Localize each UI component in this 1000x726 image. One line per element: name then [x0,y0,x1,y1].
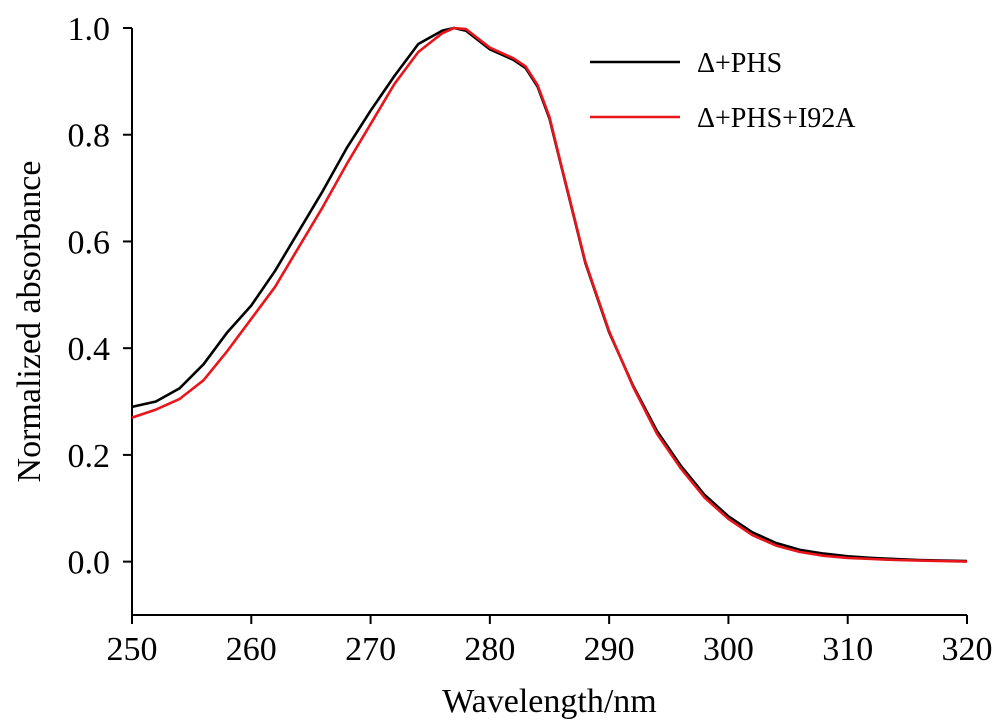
y-tick-label: 0.2 [68,438,111,475]
x-tick-label: 290 [584,631,635,668]
x-tick-label: 260 [226,631,277,668]
y-ticks: 0.0 0.2 0.4 0.6 0.8 1.0 [68,11,132,582]
x-tick-label: 310 [822,631,873,668]
y-axis-title: Normalized absorbance [11,161,48,483]
y-tick-label: 0.0 [68,545,111,582]
x-tick-label: 320 [942,631,993,668]
y-tick-label: 0.8 [68,118,111,155]
y-tick-label: 1.0 [68,11,111,48]
legend: Δ+PHS Δ+PHS+I92A [590,48,856,134]
x-ticks: 250 260 270 280 290 300 310 320 [107,615,993,668]
x-tick-label: 280 [464,631,515,668]
legend-label-1: Δ+PHS+I92A [697,103,856,134]
series-line-1 [131,26,968,563]
x-tick-label: 300 [703,631,754,668]
x-tick-label: 270 [345,631,396,668]
legend-label-0: Δ+PHS [697,48,782,79]
axes [131,28,967,616]
series-layer [131,26,968,563]
y-tick-label: 0.4 [68,331,111,368]
x-axis-title: Wavelength/nm [442,683,656,720]
x-tick-label: 250 [107,631,158,668]
y-tick-label: 0.6 [68,224,111,261]
